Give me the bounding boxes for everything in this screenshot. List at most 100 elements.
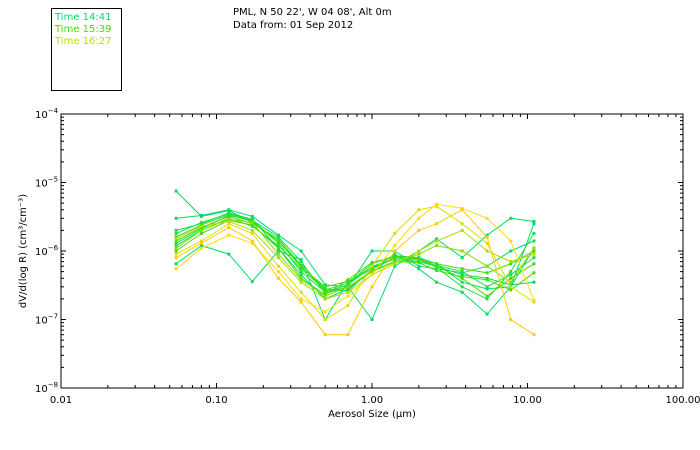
- y-tick-label: 10−6: [35, 244, 59, 258]
- data-point: [532, 222, 536, 226]
- series-line-s4: [176, 209, 534, 321]
- y-tick-label: 10−5: [35, 176, 58, 190]
- data-point: [435, 268, 439, 272]
- data-point: [509, 239, 513, 243]
- data-point: [174, 249, 178, 253]
- data-point: [199, 213, 203, 217]
- data-point: [227, 226, 231, 230]
- data-point: [227, 208, 231, 212]
- data-point: [174, 228, 178, 232]
- data-point: [485, 285, 489, 289]
- data-point: [417, 267, 421, 271]
- data-point: [417, 249, 421, 253]
- data-point: [435, 267, 439, 271]
- y-tick-label: 10−4: [35, 107, 59, 121]
- data-point: [346, 281, 350, 285]
- data-point: [435, 237, 439, 241]
- data-point: [417, 208, 421, 212]
- data-point: [393, 264, 397, 268]
- data-point: [485, 235, 489, 239]
- data-point: [299, 263, 303, 267]
- data-point: [435, 280, 439, 284]
- data-point: [276, 252, 280, 256]
- data-point: [532, 333, 536, 337]
- data-point: [299, 265, 303, 269]
- data-point: [299, 278, 303, 282]
- y-axis-label: dV/d(log R) (cm³/cm⁻³): [18, 194, 29, 308]
- data-point: [393, 262, 397, 266]
- data-point: [460, 275, 464, 279]
- data-point: [435, 202, 439, 206]
- data-point: [417, 228, 421, 232]
- data-point: [250, 221, 254, 225]
- data-point: [174, 239, 178, 243]
- data-point: [435, 204, 439, 208]
- data-point: [299, 260, 303, 264]
- data-point: [199, 224, 203, 228]
- data-point: [346, 283, 350, 287]
- data-point: [346, 304, 350, 308]
- data-point: [435, 244, 439, 248]
- data-point: [199, 246, 203, 250]
- data-point: [174, 267, 178, 271]
- data-point: [227, 233, 231, 237]
- data-point: [370, 273, 374, 277]
- data-point: [509, 270, 513, 274]
- data-point: [485, 264, 489, 268]
- data-point: [323, 310, 327, 314]
- data-point: [276, 270, 280, 274]
- data-point: [174, 244, 178, 248]
- data-point: [460, 285, 464, 289]
- data-point: [460, 249, 464, 253]
- data-point: [299, 249, 303, 253]
- data-point: [299, 273, 303, 277]
- series-line-s15: [175, 209, 535, 336]
- data-point: [299, 300, 303, 304]
- data-point: [250, 232, 254, 236]
- data-point: [250, 239, 254, 243]
- data-point: [485, 249, 489, 253]
- data-point: [393, 255, 397, 259]
- data-point: [485, 216, 489, 220]
- data-point: [199, 244, 203, 248]
- data-point: [174, 235, 178, 239]
- data-point: [460, 256, 464, 260]
- data-point: [532, 256, 536, 260]
- data-point: [276, 239, 280, 243]
- legend: Time 14:41 Time 15:39 Time 16:27: [51, 8, 122, 91]
- data-point: [417, 256, 421, 260]
- data-point: [276, 235, 280, 239]
- data-point: [199, 228, 203, 232]
- x-tick-label: 0.10: [205, 395, 227, 406]
- data-point: [323, 333, 327, 337]
- data-point: [299, 280, 303, 284]
- data-point: [323, 297, 327, 301]
- data-point: [199, 239, 203, 243]
- series-line-s9: [175, 219, 535, 297]
- data-point: [174, 262, 178, 266]
- data-point: [299, 297, 303, 301]
- data-point: [417, 264, 421, 268]
- data-point: [276, 246, 280, 250]
- series-line-s14: [175, 203, 535, 313]
- data-point: [460, 208, 464, 212]
- data-point: [509, 260, 513, 264]
- series-line-s12: [175, 220, 535, 300]
- data-point: [299, 267, 303, 271]
- data-point: [393, 258, 397, 262]
- data-point: [174, 252, 178, 256]
- series-line-s8: [175, 214, 535, 288]
- data-point: [299, 270, 303, 274]
- data-point: [417, 260, 421, 264]
- data-point: [509, 285, 513, 289]
- data-point: [509, 276, 513, 280]
- data-point: [532, 252, 536, 256]
- data-point: [227, 252, 231, 256]
- data-point: [532, 280, 536, 284]
- x-tick-label: 100.00: [666, 395, 700, 406]
- data-point: [370, 267, 374, 271]
- data-point: [393, 244, 397, 248]
- data-point: [276, 264, 280, 268]
- data-point: [174, 256, 178, 260]
- data-point: [276, 276, 280, 280]
